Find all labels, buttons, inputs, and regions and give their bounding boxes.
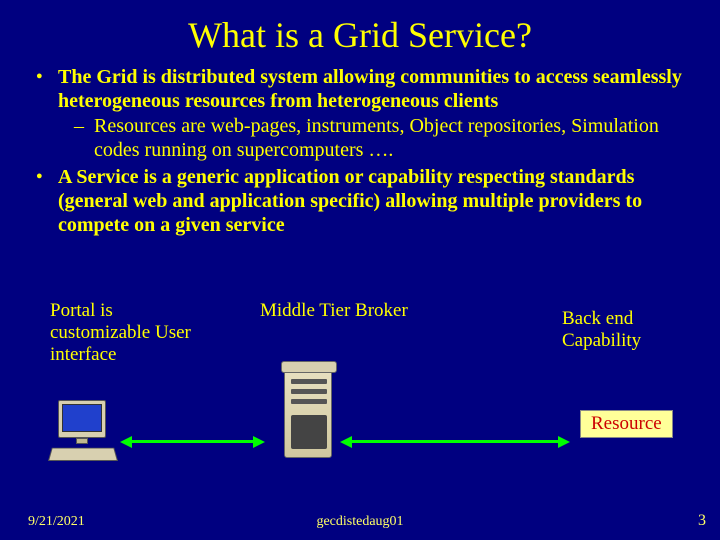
middle-tier-label: Middle Tier Broker: [260, 300, 410, 322]
arrow-broker-to-backend: [350, 440, 560, 443]
portal-label: Portal is customizable User interface: [50, 300, 210, 366]
footer-center: gecdistedaug01: [0, 514, 720, 530]
bullet-1-sub: Resources are web-pages, instruments, Ob…: [58, 115, 692, 162]
bullet-1-text: The Grid is distributed system allowing …: [58, 66, 682, 112]
footer-page-number: 3: [698, 512, 706, 530]
architecture-diagram: Portal is customizable User interface Mi…: [0, 300, 720, 500]
slide-body: The Grid is distributed system allowing …: [0, 66, 720, 237]
arrow-portal-to-broker: [130, 440, 255, 443]
bullet-1: The Grid is distributed system allowing …: [36, 66, 692, 162]
computer-icon: [50, 400, 120, 475]
slide-title: What is a Grid Service?: [0, 0, 720, 66]
bullet-2: A Service is a generic application or ca…: [36, 166, 692, 237]
resource-label: Resource: [580, 410, 673, 438]
server-icon: [284, 368, 332, 458]
backend-label: Back end Capability: [562, 308, 692, 352]
